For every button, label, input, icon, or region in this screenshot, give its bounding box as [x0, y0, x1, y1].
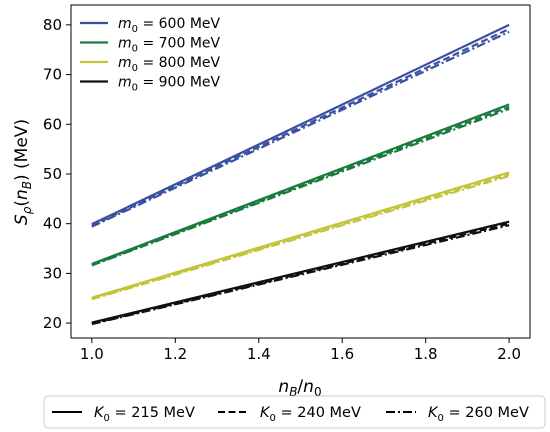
linestyle-legend-label: K0 = 260 MeV	[428, 405, 529, 424]
series-line-2-solid	[91, 103, 510, 265]
series-line-3-dashdot	[91, 174, 510, 301]
linestyle-legend-label: K0 = 240 MeV	[260, 405, 361, 424]
y-tick-label: 70	[43, 66, 62, 84]
y-tick-label: 30	[43, 264, 62, 282]
plot-frame	[70, 4, 531, 339]
legend-label: m0 = 600 MeV	[118, 16, 221, 35]
x-tick-label: 1.0	[80, 345, 104, 363]
y-tick-label: 60	[43, 115, 62, 133]
y-tick-label: 40	[43, 215, 62, 233]
series-line-1-dashed	[91, 27, 510, 227]
linestyle-legend-label: K0 = 215 MeV	[94, 405, 195, 424]
x-tick-label: 1.6	[330, 345, 354, 363]
series-line-1-solid	[91, 23, 510, 226]
series-line-4-dashdot	[91, 224, 510, 326]
x-tick-label: 2.0	[497, 345, 521, 363]
series-line-4-solid	[91, 220, 510, 324]
series-line-2-dashed	[91, 105, 510, 266]
legend-label: m0 = 900 MeV	[118, 75, 221, 94]
series-line-1-dashdot	[91, 30, 510, 228]
y-tick-label: 50	[43, 165, 62, 183]
x-axis-label: nB/n0	[278, 377, 321, 399]
y-axis-label: Sρ(nB) (MeV)	[12, 119, 34, 225]
x-tick-label: 1.8	[414, 345, 438, 363]
series-line-4-dashed	[91, 222, 510, 325]
y-tick-label: 80	[43, 16, 62, 34]
series-lines	[91, 23, 510, 326]
x-tick-label: 1.4	[247, 345, 271, 363]
y-tick-label: 20	[43, 314, 62, 332]
series-line-3-dashed	[91, 173, 510, 300]
series-line-3-solid	[91, 171, 510, 299]
x-tick-label: 1.2	[163, 345, 187, 363]
legend-label: m0 = 700 MeV	[118, 36, 221, 55]
legend-label: m0 = 800 MeV	[118, 55, 221, 74]
ticks: 1.0 1.2 1.4 1.6 1.8 2.0 20 30 40 50 60 70 80	[43, 16, 521, 363]
series-line-2-dashdot	[91, 107, 510, 267]
linestyle-legend-box	[43, 395, 546, 429]
linestyle-legend: K0 = 215 MeV K0 = 240 MeV K0 = 260 MeV	[52, 405, 529, 424]
